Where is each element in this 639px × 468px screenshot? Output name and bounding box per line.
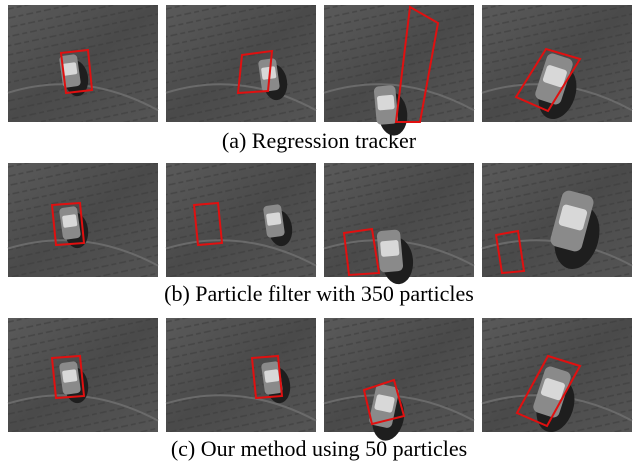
car-roof (62, 369, 78, 383)
image-panel (324, 5, 474, 137)
image-panel (324, 163, 474, 286)
ground-texture (166, 318, 316, 432)
car-roof (266, 212, 282, 226)
image-panel (166, 318, 316, 432)
car-roof (264, 369, 280, 383)
image-panel (482, 5, 632, 124)
car-roof (380, 240, 399, 257)
car-roof (62, 214, 78, 228)
image-panel (166, 163, 316, 277)
caption: (b) Particle filter with 350 particles (164, 281, 474, 306)
image-panel (8, 5, 158, 122)
image-panel (482, 318, 632, 437)
image-panel (166, 5, 316, 122)
caption: (c) Our method using 50 particles (171, 436, 467, 461)
figure: (a) Regression tracker (b) Particle filt… (0, 0, 639, 468)
image-panel (324, 318, 474, 444)
car-roof (377, 95, 395, 111)
image-panel (8, 163, 158, 277)
image-panel (482, 163, 632, 277)
image-panel (8, 318, 158, 432)
ground-texture (8, 5, 158, 122)
ground-texture (166, 163, 316, 277)
